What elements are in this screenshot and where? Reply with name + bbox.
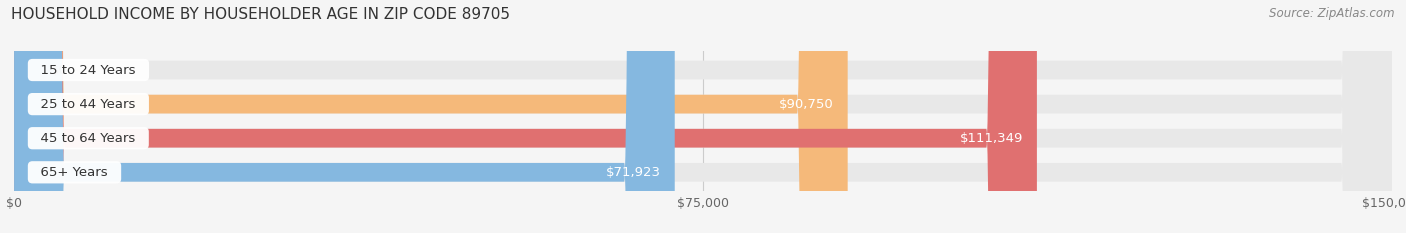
Text: $111,349: $111,349	[960, 132, 1024, 145]
Text: $90,750: $90,750	[779, 98, 834, 111]
Text: 15 to 24 Years: 15 to 24 Years	[32, 64, 145, 76]
Text: HOUSEHOLD INCOME BY HOUSEHOLDER AGE IN ZIP CODE 89705: HOUSEHOLD INCOME BY HOUSEHOLDER AGE IN Z…	[11, 7, 510, 22]
Text: 25 to 44 Years: 25 to 44 Years	[32, 98, 145, 111]
Text: $71,923: $71,923	[606, 166, 661, 179]
FancyBboxPatch shape	[14, 0, 1392, 233]
FancyBboxPatch shape	[14, 0, 1392, 233]
FancyBboxPatch shape	[14, 0, 1392, 233]
Text: $0: $0	[51, 64, 67, 76]
FancyBboxPatch shape	[14, 0, 848, 233]
Text: 65+ Years: 65+ Years	[32, 166, 117, 179]
FancyBboxPatch shape	[14, 0, 1036, 233]
FancyBboxPatch shape	[14, 0, 675, 233]
Text: 45 to 64 Years: 45 to 64 Years	[32, 132, 145, 145]
FancyBboxPatch shape	[14, 0, 1392, 233]
Text: Source: ZipAtlas.com: Source: ZipAtlas.com	[1270, 7, 1395, 20]
